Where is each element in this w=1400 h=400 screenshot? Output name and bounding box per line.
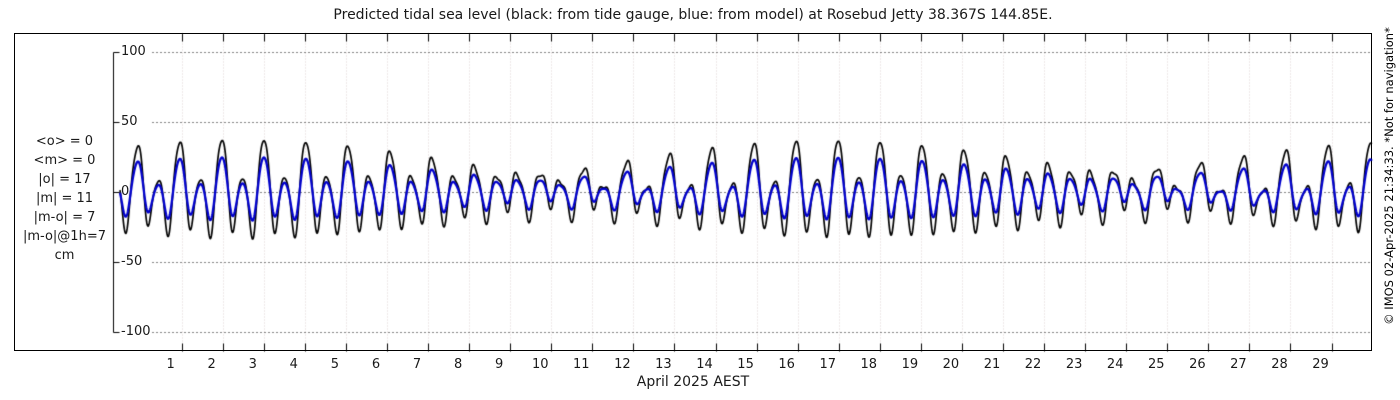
x-tick-label: 17 — [819, 357, 836, 372]
stats-line: cm — [54, 248, 75, 263]
x-tick-label: 26 — [1189, 357, 1206, 372]
copyright-watermark: © IMOS 02-Apr-2025 21:34:33. *Not for na… — [1382, 27, 1396, 325]
x-tick-label: 20 — [942, 357, 960, 372]
x-tick-label: 15 — [737, 357, 754, 372]
x-tick-label: 10 — [531, 357, 549, 372]
x-tick-label: 12 — [614, 357, 631, 372]
x-tick-label: 21 — [983, 357, 1001, 372]
x-tick-label: 16 — [778, 357, 795, 372]
x-tick-label: 22 — [1024, 357, 1042, 372]
x-tick-label: 11 — [573, 357, 590, 372]
stats-panel: <o> = 0 <m> = 0 |o| = 17 |m| = 11 |m-o| = 7 |… — [15, 132, 114, 265]
x-tick-label: 28 — [1271, 357, 1288, 372]
x-tick-label: 7 — [412, 357, 422, 372]
x-tick-label: 13 — [655, 357, 672, 372]
stats-line: <m> = 0 — [33, 153, 96, 168]
x-tick-label: 6 — [371, 357, 381, 372]
x-tick-label: 23 — [1065, 357, 1083, 372]
x-tick-label: 2 — [207, 357, 216, 372]
x-tick-label: 14 — [696, 357, 713, 372]
y-tick-label: 100 — [121, 44, 146, 59]
stats-line: |m-o| = 7 — [33, 210, 96, 225]
x-tick-label: 8 — [453, 357, 463, 372]
stats-line: <o> = 0 — [35, 134, 94, 149]
y-tick-label: -100 — [121, 324, 151, 339]
x-tick-label: 3 — [248, 357, 257, 372]
y-tick-label: 50 — [121, 114, 138, 129]
x-tick-label: 9 — [495, 357, 504, 372]
x-tick-label: 4 — [289, 357, 298, 372]
x-tick-label: 19 — [901, 357, 919, 372]
y-tick-label: -50 — [121, 254, 143, 269]
y-tick-label: 0 — [121, 184, 130, 199]
stats-line: |m| = 11 — [35, 191, 94, 206]
x-axis-title: April 2025 AEST — [636, 374, 750, 390]
x-tick-label: 18 — [860, 357, 878, 372]
x-tick-label: 5 — [330, 357, 340, 372]
x-tick-label: 25 — [1148, 357, 1165, 372]
x-tick-label: 29 — [1312, 357, 1329, 372]
stats-line: |m-o|@1h=7 — [23, 229, 106, 244]
x-tick-label: 27 — [1230, 357, 1247, 372]
x-tick-label: 24 — [1106, 357, 1124, 372]
stats-line: |o| = 17 — [38, 172, 91, 187]
x-tick-label: 1 — [166, 357, 175, 372]
